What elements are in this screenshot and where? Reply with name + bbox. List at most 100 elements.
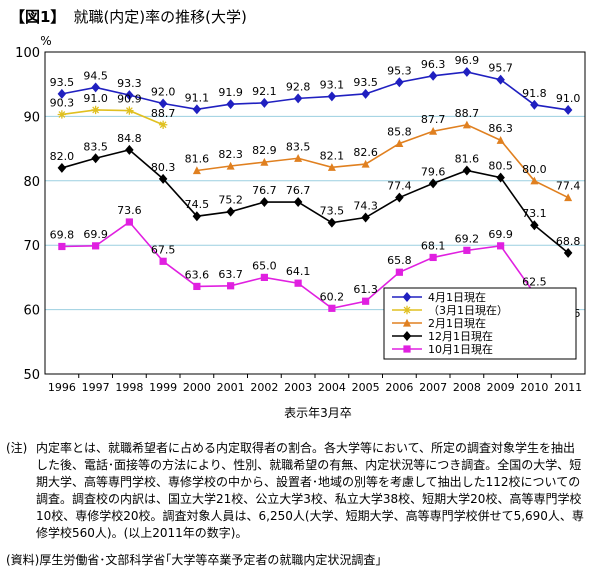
x-tick-label: 1998 <box>115 381 143 394</box>
legend-item: 12月1日現在 <box>392 330 493 343</box>
data-label: 94.5 <box>83 69 108 82</box>
data-point <box>192 211 202 222</box>
data-point <box>227 282 235 290</box>
y-tick-label: 90 <box>23 110 40 125</box>
data-point <box>192 166 201 175</box>
x-tick-label: 2000 <box>183 381 211 394</box>
y-tick-label: 70 <box>23 239 40 254</box>
data-point <box>463 246 471 254</box>
data-point <box>496 136 505 144</box>
data-label: 77.4 <box>556 180 581 193</box>
data-label: 63.7 <box>218 268 243 281</box>
data-label: 64.1 <box>286 265 311 278</box>
data-label: 96.3 <box>421 58 446 71</box>
series-line <box>61 109 164 126</box>
legend-label: 10月1日現在 <box>428 343 493 356</box>
x-tick-label: 2001 <box>217 381 245 394</box>
y-tick-label: 60 <box>23 304 40 319</box>
data-point <box>260 273 268 281</box>
data-label: 91.0 <box>556 92 581 105</box>
data-point <box>497 242 505 250</box>
data-point <box>293 93 303 104</box>
data-label: 68.8 <box>556 235 581 248</box>
x-tick-label: 2004 <box>318 381 346 394</box>
x-tick-label: 2011 <box>554 381 582 394</box>
data-point <box>530 99 539 110</box>
x-tick-label: 2008 <box>453 381 481 394</box>
y-tick-label: 50 <box>23 368 40 383</box>
data-point <box>563 247 573 258</box>
x-tick-label: 2005 <box>352 381 380 394</box>
data-label: 77.4 <box>387 180 412 193</box>
data-point <box>429 127 438 135</box>
footnote-label: (注) <box>6 441 28 455</box>
line-chart: 50 60 70 80 90 100 % 1996 1997 1998 1999 2000 2001… <box>15 34 586 420</box>
data-point <box>361 88 370 99</box>
legend-item: 10月1日現在 <box>392 343 493 356</box>
data-label: 95.7 <box>488 62 513 75</box>
data-label: 83.5 <box>286 140 311 153</box>
data-label: 88.7 <box>455 107 480 120</box>
data-point <box>158 173 168 184</box>
data-label: 65.8 <box>387 254 412 267</box>
data-label: 79.6 <box>421 165 446 178</box>
data-point <box>428 178 438 189</box>
y-tick-label: 100 <box>15 46 40 61</box>
data-point <box>293 197 303 208</box>
footnote: (注) 内定率とは、就職希望者に占める内定取得者の割合。各大学等において、所定の調… <box>6 440 591 542</box>
data-label: 76.7 <box>286 184 311 197</box>
data-label: 81.6 <box>185 152 210 165</box>
data-label: 68.1 <box>421 239 446 252</box>
data-point <box>361 159 370 168</box>
data-point <box>58 242 66 251</box>
data-point <box>159 257 167 265</box>
data-label: 80.5 <box>488 160 513 173</box>
legend-item: 4月1日現在 <box>392 291 486 304</box>
legend-item: （3月1日現在） <box>392 304 508 317</box>
data-label: 74.5 <box>185 198 210 211</box>
x-tick-label: 2010 <box>520 381 548 394</box>
data-label: 83.5 <box>83 140 108 153</box>
data-label: 91.8 <box>522 87 547 100</box>
legend-label: 2月1日現在 <box>428 317 486 330</box>
data-label: 90.9 <box>117 93 142 106</box>
data-label: 82.1 <box>320 149 345 162</box>
data-point <box>395 192 404 203</box>
data-label: 86.3 <box>488 122 513 135</box>
data-label: 69.9 <box>488 228 513 241</box>
series-line <box>61 149 569 254</box>
data-point <box>193 282 201 291</box>
data-point <box>226 161 235 170</box>
data-point <box>530 220 539 231</box>
data-point <box>361 212 370 223</box>
data-label: 63.6 <box>185 268 210 281</box>
data-point <box>125 218 133 226</box>
legend-label: 4月1日現在 <box>428 291 486 304</box>
data-point <box>395 268 403 276</box>
x-tick-label: 2006 <box>385 381 413 394</box>
data-label: 73.1 <box>522 207 547 220</box>
data-label: 73.6 <box>117 204 142 217</box>
data-point <box>125 106 134 115</box>
legend-marker <box>402 305 412 315</box>
y-axis-label: % <box>40 34 51 48</box>
data-label: 91.9 <box>218 86 243 99</box>
series-line <box>196 123 569 199</box>
data-label: 93.1 <box>320 78 345 91</box>
data-point <box>91 153 100 164</box>
x-tick-label: 2009 <box>487 381 515 394</box>
y-axis: 50 60 70 80 90 100 <box>15 46 40 383</box>
data-point <box>260 97 269 108</box>
data-label: 67.5 <box>151 243 176 256</box>
legend-marker <box>402 331 412 341</box>
data-label: 81.6 <box>455 152 480 165</box>
x-tick-label: 2007 <box>419 381 447 394</box>
data-label: 82.3 <box>218 148 243 161</box>
data-point <box>428 70 438 81</box>
chart-title: 就職(内定)率の推移(大学) <box>73 8 247 26</box>
data-label: 85.8 <box>387 125 412 138</box>
data-point <box>192 104 202 115</box>
data-label: 69.2 <box>455 232 480 245</box>
x-tick-label: 1997 <box>82 381 110 394</box>
